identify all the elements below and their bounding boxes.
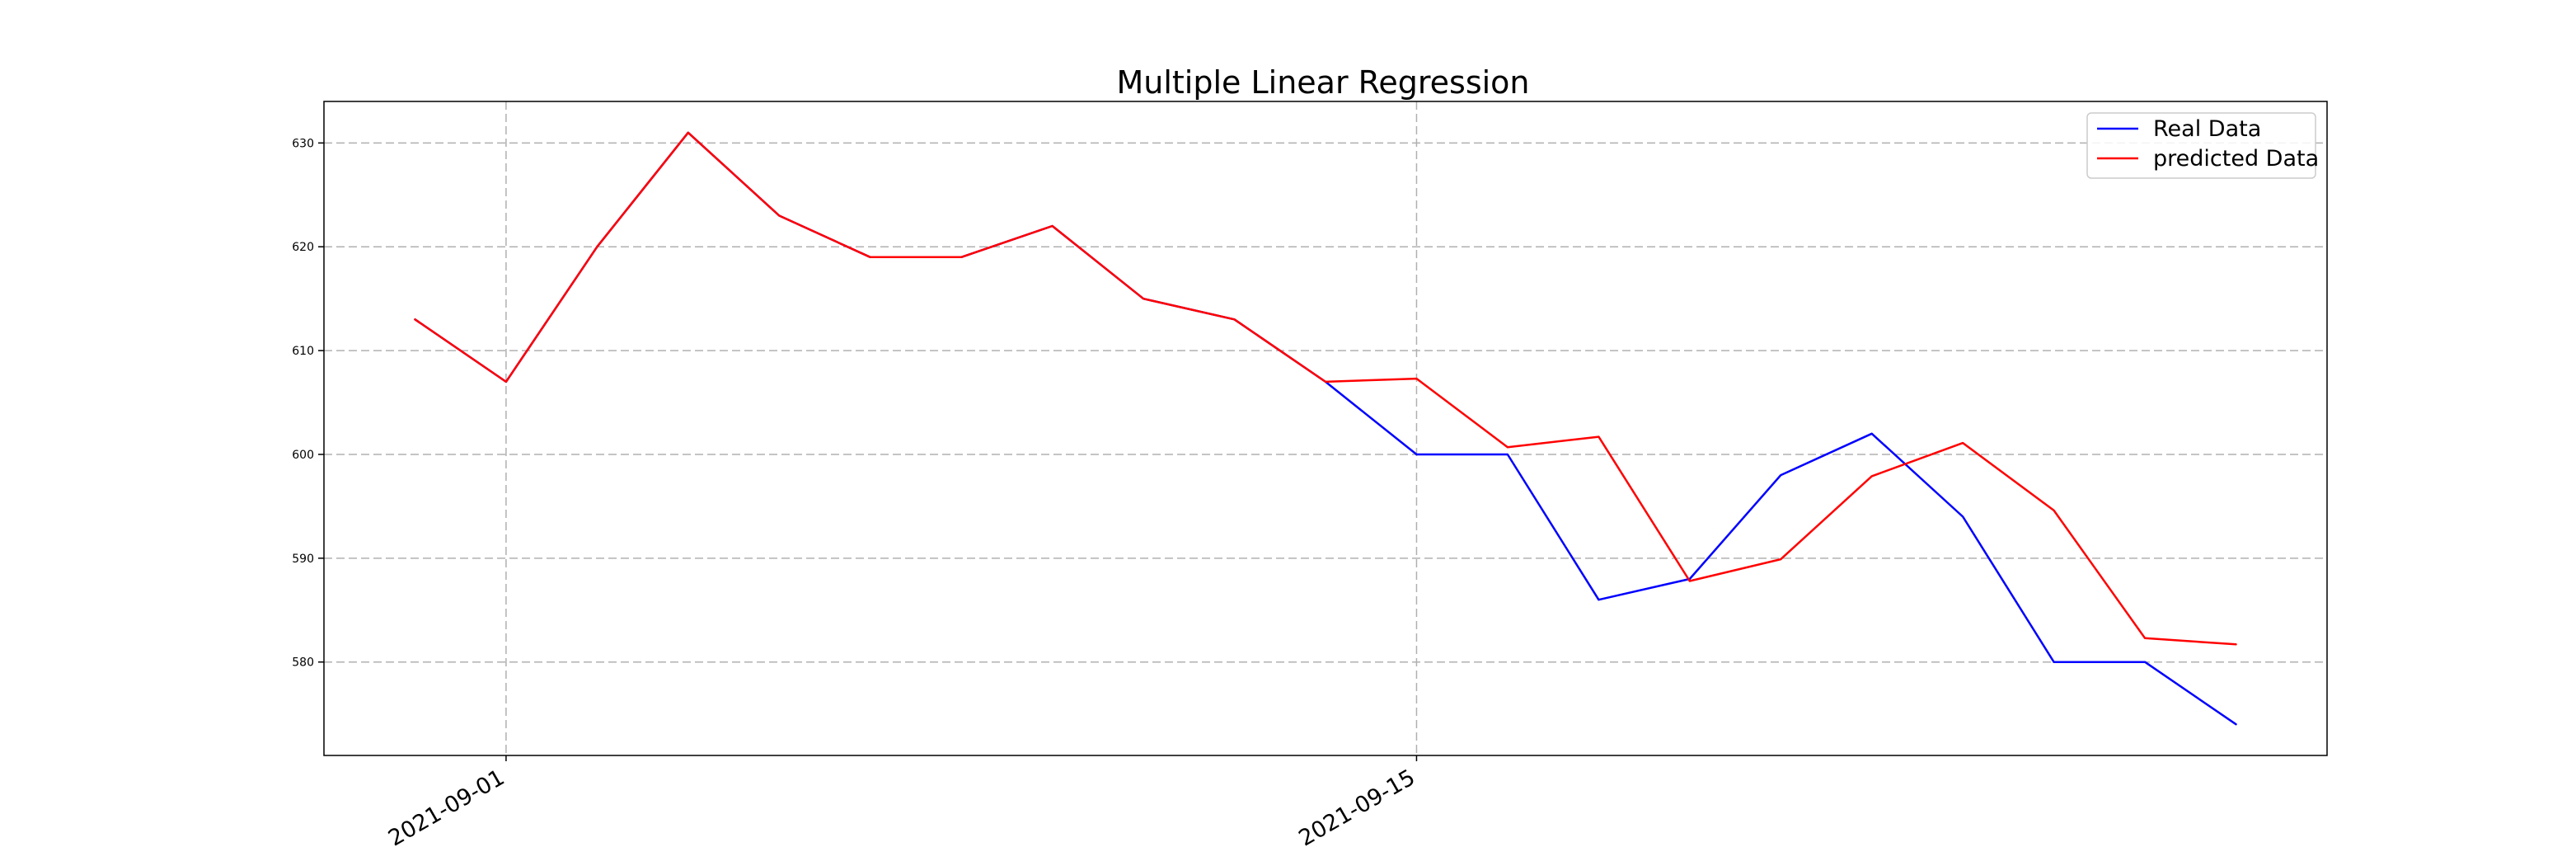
y-tick-label: 600 (292, 449, 314, 462)
series-group (415, 133, 2236, 724)
y-axis: 580 590 600 610 620 630 (292, 137, 324, 669)
x-axis: 2021-09-01 2021-09-15 (384, 755, 1419, 847)
y-tick-label: 630 (292, 137, 314, 150)
series-line-real-data (415, 133, 2236, 724)
legend-label-real-data: Real Data (2153, 116, 2261, 142)
y-tick-label: 580 (292, 656, 314, 670)
plot-area (324, 101, 2327, 755)
legend: Real Data predicted Data (2087, 113, 2319, 178)
x-tick-label: 2021-09-01 (384, 765, 509, 847)
grid (324, 101, 2327, 755)
series-line-predicted-data (415, 133, 2236, 645)
chart-title: Multiple Linear Regression (1116, 64, 1529, 101)
y-tick-label: 620 (292, 241, 314, 254)
y-tick-label: 590 (292, 553, 314, 566)
y-tick-label: 610 (292, 345, 314, 358)
x-tick-label: 2021-09-15 (1295, 765, 1419, 847)
legend-label-predicted-data: predicted Data (2153, 146, 2319, 172)
